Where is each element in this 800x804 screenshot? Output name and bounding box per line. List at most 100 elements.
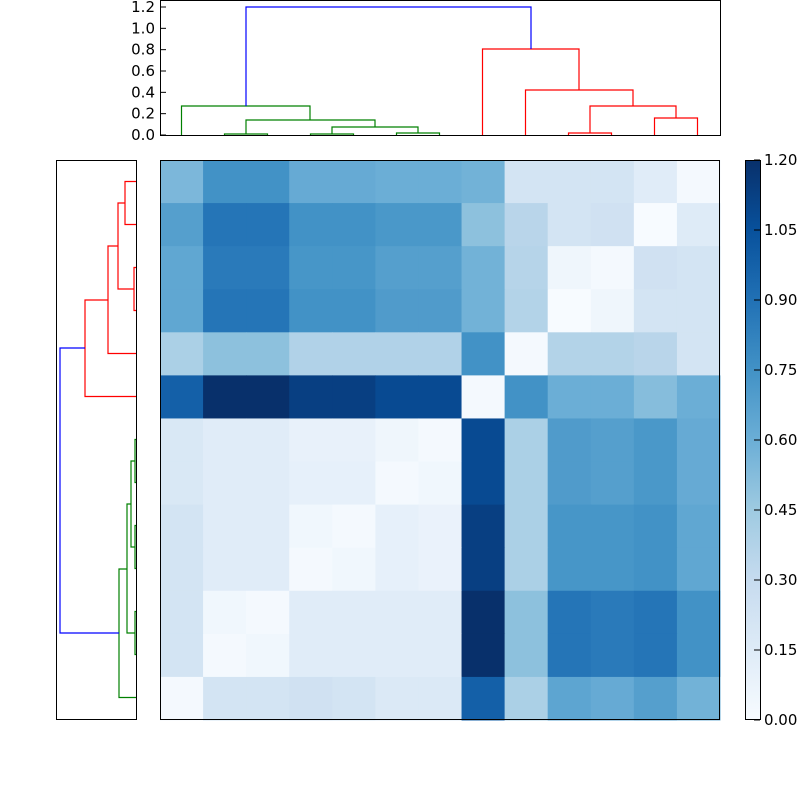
heatmap-cell-r3-c12 — [676, 289, 721, 333]
heatmap-cell-r12-c12 — [676, 676, 721, 721]
heatmap-cell-r3-c0 — [160, 289, 204, 333]
heatmap-cell-r11-c11 — [633, 633, 678, 678]
heatmap-cell-r7-c10 — [590, 461, 635, 506]
heatmap-cell-r1-c1 — [203, 203, 247, 247]
heatmap-cell-r1-c3 — [289, 203, 333, 247]
heatmap-cell-r8-c1 — [203, 504, 247, 549]
heatmap-cell-r8-c7 — [461, 504, 506, 549]
y-tick-label: 1.0 — [131, 19, 155, 37]
heatmap-cell-r2-c7 — [461, 246, 506, 290]
heatmap-cell-r6-c1 — [203, 418, 247, 463]
heatmap-cell-r7-c9 — [547, 461, 592, 506]
heatmap-cell-r4-c7 — [461, 332, 506, 376]
dendrogram-link — [117, 202, 134, 290]
heatmap-cell-r3-c1 — [203, 289, 247, 333]
left-dendrogram-green-cluster — [118, 438, 137, 699]
heatmap-cell-r0-c8 — [504, 160, 549, 204]
heatmap-cell-r11-c0 — [160, 633, 204, 678]
heatmap-cell-r3-c8 — [504, 289, 549, 333]
heatmap-cell-r6-c11 — [633, 418, 678, 463]
heatmap-cell-r4-c4 — [332, 332, 376, 376]
heatmap-cell-r2-c12 — [676, 246, 721, 290]
heatmap-cell-r12-c10 — [590, 676, 635, 721]
heatmap-cell-r7-c11 — [633, 461, 678, 506]
heatmap-cell-r11-c6 — [418, 633, 463, 678]
heatmap-cell-r6-c4 — [332, 418, 376, 463]
y-tick-label: 1.2 — [131, 0, 155, 16]
heatmap-cell-r10-c11 — [633, 590, 678, 635]
heatmap-cell-r7-c2 — [246, 461, 290, 506]
left-dendrogram-root-link — [59, 347, 119, 634]
heatmap-cell-r5-c7 — [461, 375, 506, 419]
heatmap-cell-r5-c11 — [633, 375, 678, 419]
heatmap-cell-r0-c1 — [203, 160, 247, 204]
colorbar-axis: 0.00 0.15 0.30 0.45 0.60 0.75 0.90 1.05 1.20 — [754, 151, 797, 729]
heatmap — [160, 160, 721, 721]
heatmap-cell-r12-c3 — [289, 676, 333, 721]
heatmap-cell-r5-c8 — [504, 375, 549, 419]
heatmap-cell-r6-c5 — [375, 418, 419, 463]
heatmap-cell-r3-c7 — [461, 289, 506, 333]
top-dendrogram-red-cluster — [481, 48, 699, 135]
heatmap-cell-r2-c9 — [547, 246, 592, 290]
heatmap-cell-r1-c8 — [504, 203, 549, 247]
heatmap-cell-r2-c10 — [590, 246, 635, 290]
heatmap-cell-r4-c1 — [203, 332, 247, 376]
heatmap-cell-r0-c6 — [418, 160, 463, 204]
heatmap-cell-r10-c6 — [418, 590, 463, 635]
heatmap-cell-r8-c8 — [504, 504, 549, 549]
heatmap-cell-r11-c3 — [289, 633, 333, 678]
heatmap-cell-r10-c8 — [504, 590, 549, 635]
heatmap-cell-r6-c3 — [289, 418, 333, 463]
heatmap-cell-r8-c12 — [676, 504, 721, 549]
dendrogram-link — [567, 132, 613, 135]
heatmap-cell-r4-c3 — [289, 332, 333, 376]
y-tick-label: 0.0 — [131, 126, 155, 144]
heatmap-cell-r3-c10 — [590, 289, 635, 333]
heatmap-cell-r12-c0 — [160, 676, 204, 721]
heatmap-cell-r1-c5 — [375, 203, 419, 247]
heatmap-cell-r10-c12 — [676, 590, 721, 635]
colorbar-tick-label: 0.00 — [764, 711, 797, 729]
heatmap-cell-r0-c2 — [246, 160, 290, 204]
dendrogram-link — [653, 117, 699, 135]
heatmap-cell-r3-c2 — [246, 289, 290, 333]
heatmap-cell-r1-c7 — [461, 203, 506, 247]
heatmap-cell-r0-c12 — [676, 160, 721, 204]
heatmap-cell-r5-c3 — [289, 375, 333, 419]
heatmap-cell-r9-c5 — [375, 547, 419, 592]
heatmap-cell-r11-c10 — [590, 633, 635, 678]
heatmap-cell-r3-c4 — [332, 289, 376, 333]
heatmap-cell-r4-c0 — [160, 332, 204, 376]
heatmap-cell-r12-c5 — [375, 676, 419, 721]
heatmap-cell-r7-c0 — [160, 461, 204, 506]
heatmap-cell-r6-c12 — [676, 418, 721, 463]
colorbar-tick-label: 0.75 — [764, 361, 797, 379]
heatmap-cell-r9-c11 — [633, 547, 678, 592]
heatmap-cell-r2-c3 — [289, 246, 333, 290]
heatmap-cell-r3-c3 — [289, 289, 333, 333]
heatmap-cell-r7-c3 — [289, 461, 333, 506]
heatmap-cell-r2-c5 — [375, 246, 419, 290]
heatmap-cell-r4-c9 — [547, 332, 592, 376]
heatmap-cell-r0-c0 — [160, 160, 204, 204]
heatmap-cell-r10-c7 — [461, 590, 506, 635]
y-tick-label: 0.8 — [131, 41, 155, 59]
heatmap-cell-r11-c12 — [676, 633, 721, 678]
heatmap-cell-r3-c9 — [547, 289, 592, 333]
heatmap-cell-r2-c0 — [160, 246, 204, 290]
heatmap-cell-r8-c9 — [547, 504, 592, 549]
heatmap-cell-r5-c4 — [332, 375, 376, 419]
heatmap-cell-r11-c2 — [246, 633, 290, 678]
heatmap-cell-r7-c12 — [676, 461, 721, 506]
heatmap-cell-r5-c1 — [203, 375, 247, 419]
dendrogram-link — [395, 132, 441, 135]
heatmap-cell-r0-c7 — [461, 160, 506, 204]
heatmap-cell-r10-c3 — [289, 590, 333, 635]
dendrogram-link — [84, 299, 137, 398]
heatmap-cell-r0-c11 — [633, 160, 678, 204]
colorbar-tick-label: 0.60 — [764, 431, 797, 449]
heatmap-cell-r7-c1 — [203, 461, 247, 506]
heatmap-cell-r4-c2 — [246, 332, 290, 376]
heatmap-cell-r9-c10 — [590, 547, 635, 592]
